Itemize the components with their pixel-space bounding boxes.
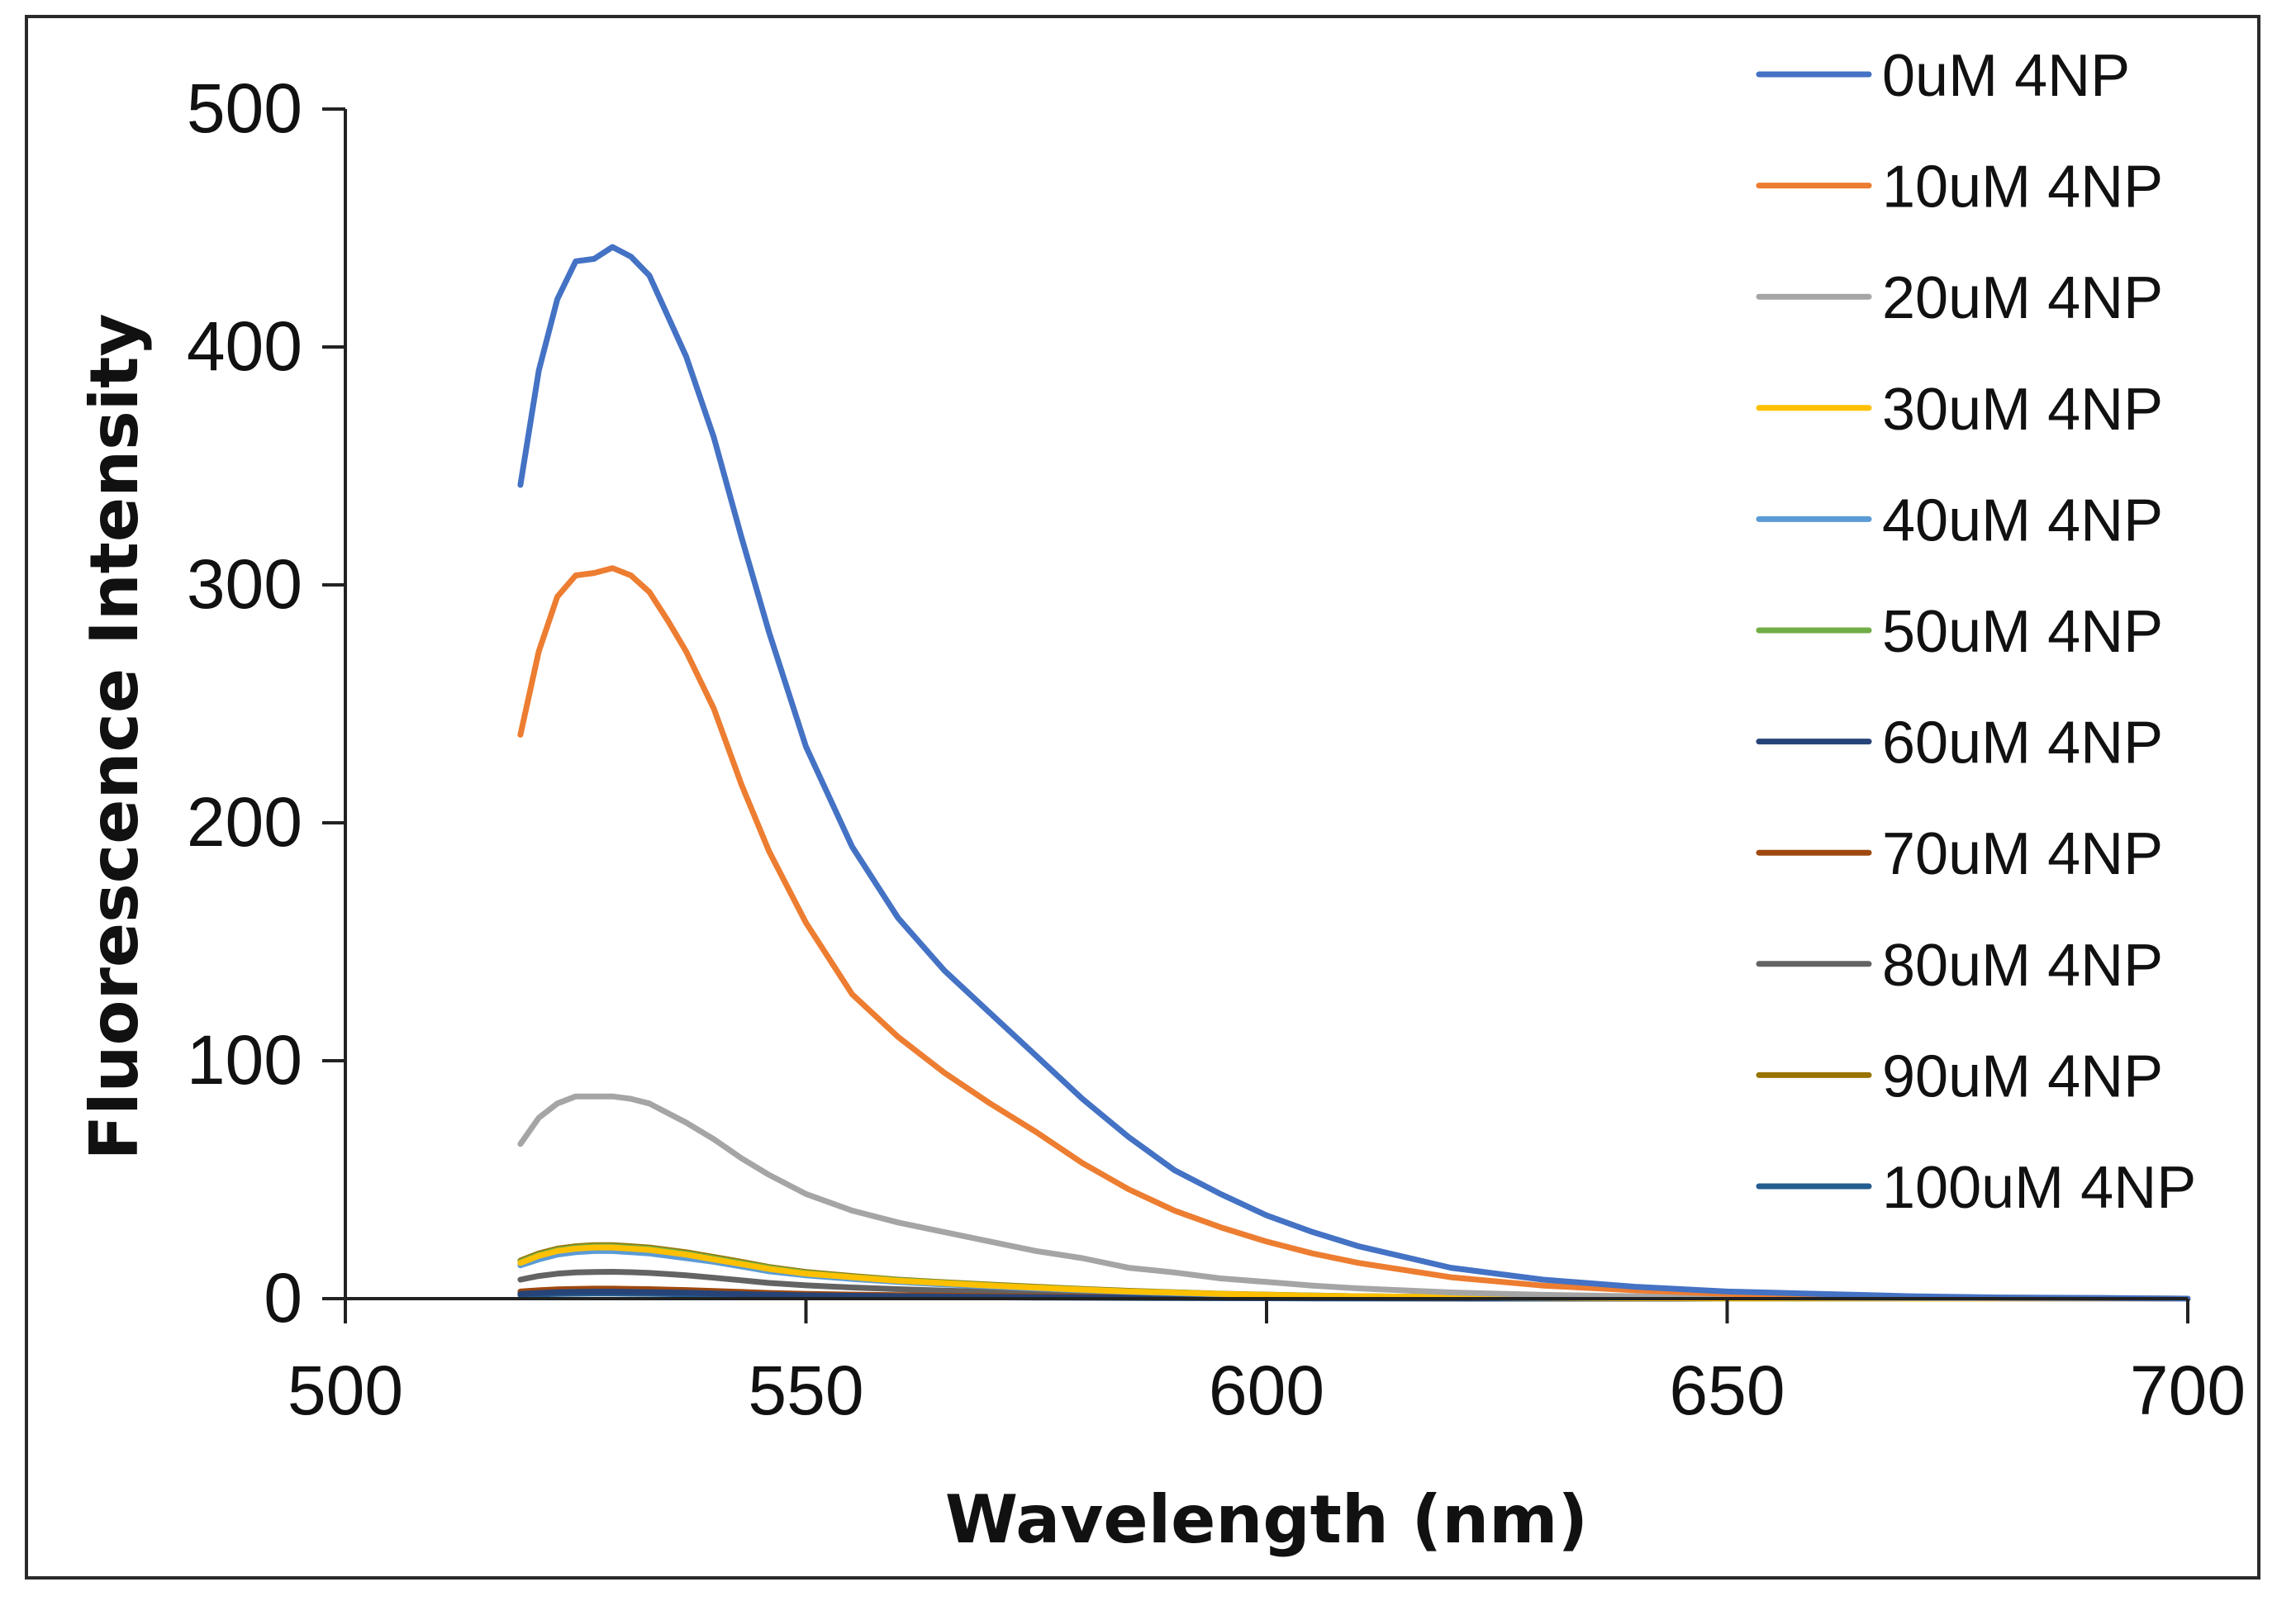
series-line-20um-4np	[517, 1093, 2191, 1302]
x-axis-title: Wavelength (nm)	[945, 1481, 1588, 1558]
legend-item-70um-4np: 70uM 4NP	[1756, 821, 2163, 887]
legend-item-0um-4np: 0uM 4NP	[1756, 43, 2130, 109]
x-tick-label: 700	[2130, 1352, 2246, 1429]
y-tick-label: 200	[187, 783, 302, 861]
legend-label: 50uM 4NP	[1882, 599, 2163, 665]
legend-item-10um-4np: 10uM 4NP	[1756, 154, 2163, 221]
legend-item-30um-4np: 30uM 4NP	[1756, 377, 2163, 443]
legend-item-20um-4np: 20uM 4NP	[1756, 265, 2163, 331]
legend-item-100um-4np: 100uM 4NP	[1756, 1155, 2196, 1221]
legend-label: 90uM 4NP	[1882, 1043, 2163, 1109]
legend-label: 30uM 4NP	[1882, 377, 2163, 443]
legend-item-60um-4np: 60uM 4NP	[1756, 710, 2163, 777]
legend-item-90um-4np: 90uM 4NP	[1756, 1043, 2163, 1109]
series-line-0um-4np	[517, 244, 2191, 1302]
legend-label: 100uM 4NP	[1882, 1155, 2196, 1221]
x-tick-label: 550	[748, 1352, 863, 1429]
y-axis-title: Fluorescence Intensity	[76, 313, 153, 1160]
legend-item-50um-4np: 50uM 4NP	[1756, 599, 2163, 665]
axes: 0 100 200 300 400 500 500 550 600 650 700	[187, 69, 2246, 1429]
chart-frame: 0 100 200 300 400 500 500 550 600 650 700 0uM 4NP 1…	[25, 15, 2260, 1580]
legend-label: 60uM 4NP	[1882, 710, 2163, 777]
y-tick-label: 0	[264, 1259, 302, 1337]
legend-label: 70uM 4NP	[1882, 821, 2163, 887]
legend-label: 10uM 4NP	[1882, 154, 2163, 221]
y-tick-label: 100	[187, 1021, 302, 1099]
legend-label: 0uM 4NP	[1882, 43, 2130, 109]
legend-label: 80uM 4NP	[1882, 933, 2163, 999]
y-tick-label: 500	[187, 69, 302, 147]
legend-item-80um-4np: 80uM 4NP	[1756, 933, 2163, 999]
legend: 0uM 4NP 10uM 4NP 20uM 4NP 30uM 4NP 40uM 4NP 5…	[1756, 43, 2196, 1221]
x-tick-label: 500	[288, 1352, 403, 1429]
series-line-10um-4np	[517, 565, 2191, 1302]
chart-svg: 0 100 200 300 400 500 500 550 600 650 700 0uM 4NP 1…	[76, 43, 2246, 1558]
y-tick-label: 400	[187, 307, 302, 385]
x-tick-label: 600	[1209, 1352, 1324, 1429]
legend-label: 40uM 4NP	[1882, 487, 2163, 553]
legend-item-40um-4np: 40uM 4NP	[1756, 487, 2163, 553]
x-tick-label: 650	[1669, 1352, 1785, 1429]
legend-label: 20uM 4NP	[1882, 265, 2163, 331]
y-tick-label: 300	[187, 545, 302, 623]
